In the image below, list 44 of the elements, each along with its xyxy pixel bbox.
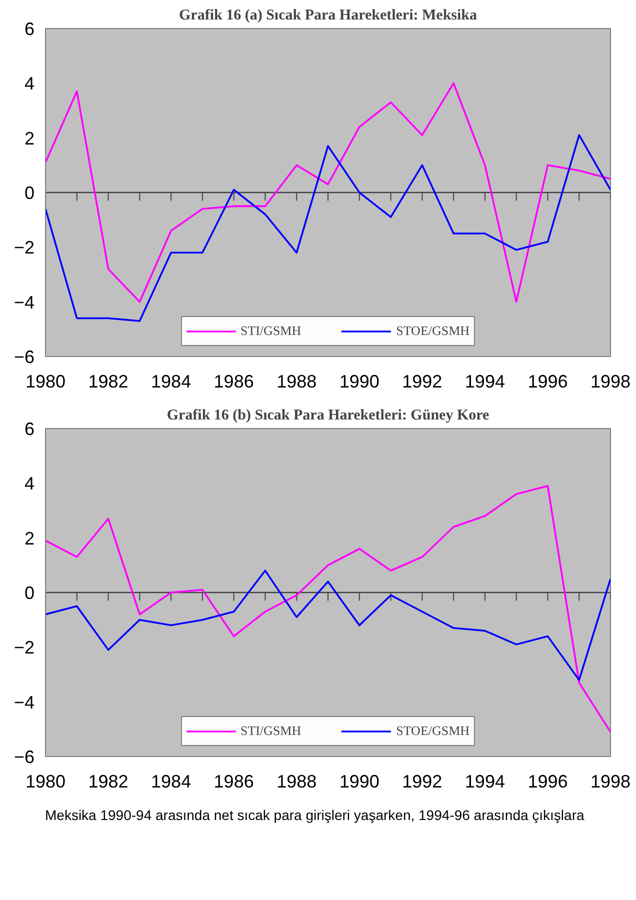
y-tick-label: −2: [14, 238, 35, 258]
y-tick-label: −2: [14, 638, 35, 658]
y-tick-label: 6: [24, 19, 35, 39]
x-tick-label: 1998: [590, 772, 631, 792]
y-tick-label: 4: [24, 74, 35, 94]
y-tick-label: −6: [14, 747, 35, 767]
x-tick-label: 1986: [214, 372, 254, 392]
y-tick-label: −4: [14, 292, 35, 312]
x-tick-label: 1982: [88, 772, 128, 792]
x-tick-label: 1986: [214, 772, 254, 792]
y-tick-label: 4: [24, 474, 35, 494]
text: Meksika 1990-94 arasında net sıcak para girişleri yaşarken, 1994-96 arasında çıkışlara: [45, 806, 584, 825]
x-tick-label: 1994: [464, 772, 505, 792]
line-series: [46, 570, 610, 681]
x-tick-label: 1990: [339, 772, 380, 792]
x-tick-label: 1984: [151, 372, 192, 392]
chart-title: Grafik 16 (b) Sıcak Para Hareketleri: Güney Kore: [166, 408, 490, 424]
x-tick-label: 1988: [276, 772, 317, 792]
x-tick-label: 1996: [528, 372, 568, 392]
x-tick-label: 1996: [528, 772, 568, 792]
chart-title: Grafik 16 (a) Sıcak Para Hareketleri: Meksika: [178, 8, 478, 24]
y-tick-label: −6: [14, 347, 35, 367]
legend-label: STOE/GSMH: [396, 323, 470, 339]
y-tick-label: 6: [24, 419, 35, 439]
legend-label: STOE/GSMH: [396, 723, 470, 739]
x-tick-label: 1992: [402, 772, 442, 792]
y-tick-label: −4: [14, 692, 35, 712]
y-tick-label: 2: [24, 528, 35, 548]
x-tick-label: 1980: [25, 372, 66, 392]
x-tick-label: 1984: [151, 772, 192, 792]
x-tick-label: 1998: [590, 372, 631, 392]
y-tick-label: 0: [24, 183, 35, 203]
legend-label: STI/GSMH: [240, 723, 302, 739]
x-tick-label: 1990: [339, 372, 380, 392]
x-tick-label: 1992: [402, 372, 442, 392]
line-series: [46, 82, 610, 303]
y-tick-label: 2: [24, 128, 35, 148]
x-tick-label: 1994: [464, 372, 505, 392]
x-tick-label: 1988: [276, 372, 317, 392]
line-series: [46, 134, 610, 322]
x-tick-label: 1982: [88, 372, 128, 392]
legend-label: STI/GSMH: [240, 323, 302, 339]
y-tick-label: 0: [24, 583, 35, 603]
x-tick-label: 1980: [25, 772, 66, 792]
